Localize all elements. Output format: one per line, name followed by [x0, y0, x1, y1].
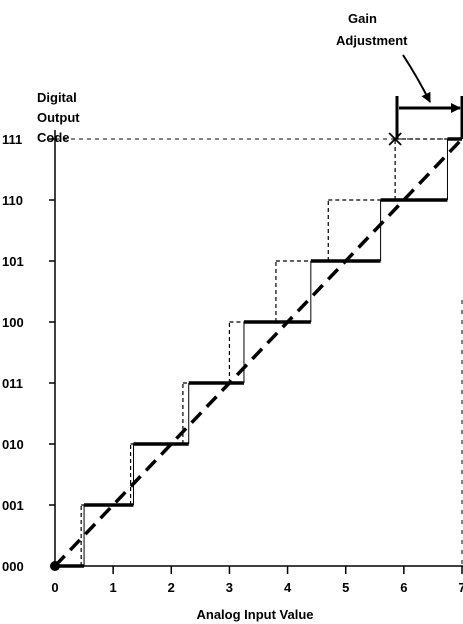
x-axis-title: Analog Input Value: [196, 607, 313, 622]
x-tick-label: 1: [110, 580, 117, 595]
y-tick-label: 101: [2, 254, 24, 269]
x-tick-label: 2: [168, 580, 175, 595]
origin-dot: [50, 561, 60, 571]
annotation-line2: Adjustment: [336, 33, 408, 48]
x-tick-label: 6: [400, 580, 407, 595]
x-tick-label: 3: [226, 580, 233, 595]
y-axis-title-line1: Digital: [37, 90, 77, 105]
y-tick-label: 110: [2, 193, 23, 208]
y-axis-title-line3: Code: [37, 130, 70, 145]
y-tick-label: 001: [2, 498, 24, 513]
annotation-line1: Gain: [348, 11, 377, 26]
x-tick-label: 7: [458, 580, 463, 595]
x-tick-label: 4: [284, 580, 292, 595]
y-tick-label: 000: [2, 559, 24, 574]
x-tick-label: 5: [342, 580, 349, 595]
x-tick-label: 0: [51, 580, 58, 595]
y-tick-label: 100: [2, 315, 24, 330]
gain-marker-stroke: [388, 132, 402, 146]
ideal-transfer-line: [53, 137, 463, 568]
y-tick-label: 011: [2, 376, 23, 391]
y-axis-title-line2: Output: [37, 110, 80, 125]
y-tick-label: 111: [2, 132, 22, 147]
annotation-curved-arrow: [402, 54, 431, 103]
y-tick-label: 010: [2, 437, 24, 452]
